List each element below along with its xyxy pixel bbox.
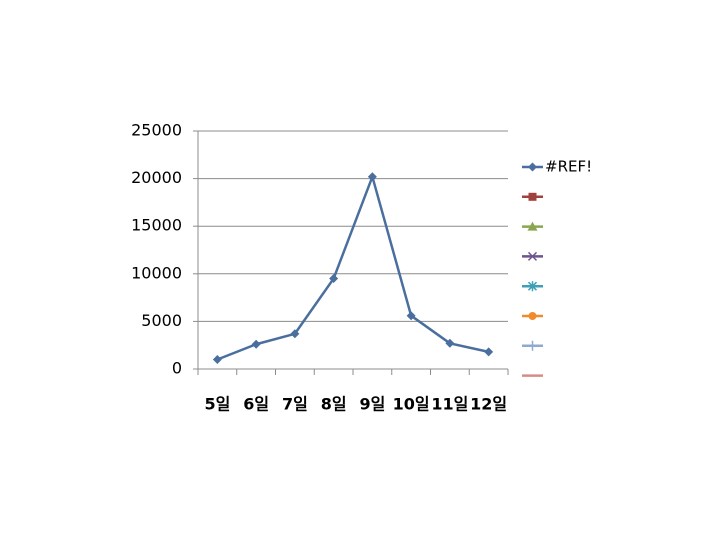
- data-point: [406, 311, 416, 321]
- legend-marker: [527, 340, 538, 351]
- x-tick-label: 6일: [243, 395, 269, 414]
- legend-marker: [528, 192, 537, 201]
- data-point: [484, 347, 494, 357]
- x-tick-label: 11일: [431, 395, 468, 414]
- legend-marker: [527, 251, 538, 261]
- y-tick-label: 0: [172, 359, 182, 378]
- data-point: [251, 339, 261, 349]
- x-tick-label: 12일: [470, 395, 507, 414]
- x-tick-label: 7일: [282, 395, 308, 414]
- y-tick-label: 10000: [131, 263, 182, 282]
- y-tick-label: 20000: [131, 168, 182, 187]
- series-line: [216, 172, 489, 361]
- data-point: [367, 172, 377, 182]
- data-point: [445, 338, 455, 348]
- legend-marker: [528, 162, 537, 172]
- data-point: [329, 274, 339, 284]
- y-tick-label: 15000: [131, 216, 182, 235]
- x-tick-label: 5일: [204, 395, 230, 414]
- x-tick-label: 10일: [393, 395, 430, 414]
- y-tick-label: 5000: [141, 311, 182, 330]
- data-point: [290, 329, 300, 339]
- legend-marker: [528, 312, 537, 320]
- data-point: [212, 354, 222, 364]
- x-tick-label: 8일: [321, 395, 347, 414]
- legend-marker: [527, 221, 538, 231]
- y-tick-label: 25000: [131, 121, 182, 140]
- legend-marker: [527, 281, 538, 292]
- x-tick-label: 9일: [359, 395, 385, 414]
- legend-label: #REF!: [545, 158, 592, 176]
